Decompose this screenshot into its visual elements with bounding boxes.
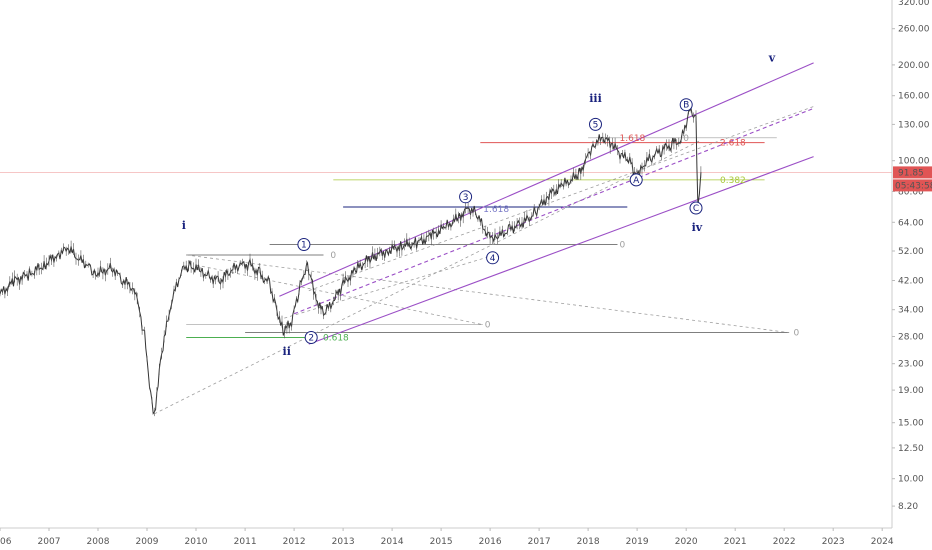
x-tick-label-14: 2020 (675, 537, 698, 547)
x-tick-label-18: 2024 (871, 537, 894, 547)
channel-line-2 (293, 107, 814, 315)
fib-label-2: 0.618 (323, 334, 349, 344)
fib-label-6: 0 (620, 241, 626, 251)
fib-label-8: 0 (485, 321, 491, 331)
countdown-tag (893, 179, 932, 192)
wave-circle-label-C: C (693, 204, 699, 214)
y-tick-label-5: 100.00 (898, 157, 930, 167)
wave-circle-4 (486, 251, 500, 265)
fib-label-4: 1.618 (620, 134, 646, 144)
wave-circle-label-A: A (633, 176, 640, 186)
y-tick-label-6: 80.00 (898, 188, 924, 198)
wave-circle-label-2: 2 (308, 334, 314, 344)
fibonacci-levels (0, 106, 892, 415)
price-tag (893, 166, 932, 179)
wave-circle-2 (304, 331, 318, 344)
wave-labels: iiiiiiivv12345ABC2.6180.3820.6181.6181.6… (182, 52, 800, 359)
y-tick-label-3: 160.00 (898, 92, 930, 102)
y-tick-label-0: 320.00 (898, 0, 930, 8)
y-tick-label-7: 64.00 (898, 218, 924, 228)
wave-label-i: i (182, 219, 186, 232)
price-series (0, 104, 702, 417)
x-tick-label-7: 2013 (332, 537, 355, 547)
wave-circle-label-3: 3 (463, 193, 469, 203)
x-tick-label-8: 2014 (381, 537, 404, 547)
y-tick-label-10: 34.00 (898, 306, 924, 316)
x-tick-label-12: 2018 (577, 537, 600, 547)
wave-circle-C (689, 201, 703, 215)
y-tick-label-1: 260.00 (898, 25, 930, 35)
x-tick-label-1: 2007 (38, 537, 61, 547)
x-tick-label-13: 2019 (626, 537, 649, 547)
y-tick-label-2: 200.00 (898, 61, 930, 71)
fib-label-7: 0 (330, 251, 336, 261)
y-tick-label-13: 19.00 (898, 386, 924, 396)
x-tick-label-4: 2010 (185, 537, 208, 547)
price-line (0, 106, 702, 415)
x-tick-label-16: 2022 (773, 537, 796, 547)
x-tick-label-15: 2021 (724, 537, 747, 547)
wave-label-v: v (768, 52, 776, 65)
y-tick-label-12: 23.00 (898, 360, 924, 370)
trend-channel (279, 62, 814, 345)
countdown-tag-label: 05:43:58 (895, 181, 932, 191)
fib-label-0: 2.618 (720, 139, 746, 149)
channel-line-1 (308, 156, 814, 345)
x-tick-label-17: 2023 (822, 537, 845, 547)
y-tick-label-14: 15.00 (898, 419, 924, 429)
wave-circle-1 (297, 238, 311, 251)
y-tick-label-17: 8.20 (898, 502, 918, 512)
wave-circle-3 (459, 190, 473, 204)
fib-label-3: 1.618 (483, 205, 509, 215)
y-tick-label-9: 42.00 (898, 277, 924, 287)
x-tick-label-5: 2011 (234, 537, 257, 547)
wave-label-iii: iii (589, 92, 602, 105)
projection-dashed-line-4 (284, 256, 491, 319)
wave-circle-label-1: 1 (301, 241, 307, 251)
price-bars (0, 104, 702, 417)
wave-circle-B (679, 98, 693, 112)
fib-label-9: 0 (794, 329, 800, 339)
y-tick-label-15: 12.50 (898, 444, 924, 454)
projection-dashed-line-2 (195, 264, 483, 326)
projection-dashed-line-3 (308, 106, 814, 292)
fib-label-1: 0.382 (720, 176, 746, 186)
y-tick-label-11: 28.00 (898, 333, 924, 343)
x-tick-label-6: 2012 (283, 537, 306, 547)
x-tick-label-10: 2016 (479, 537, 502, 547)
projection-dashed-line-1 (186, 254, 790, 333)
x-tick-label-2: 2008 (87, 537, 110, 547)
wave-label-ii: ii (283, 345, 291, 358)
x-tick-label-3: 2009 (136, 537, 159, 547)
wave-circle-5 (589, 117, 602, 131)
y-tick-label-16: 10.00 (898, 475, 924, 485)
x-tick-label-9: 2015 (430, 537, 453, 547)
wave-circle-label-4: 4 (490, 254, 496, 264)
y-tick-label-8: 52.00 (898, 247, 924, 257)
y-tick-label-4: 130.00 (898, 120, 930, 130)
projection-dashed-line-0 (154, 139, 702, 415)
wave-label-iv: iv (692, 221, 703, 234)
price-tag-label: 91.85 (898, 168, 924, 178)
wave-circle-label-5: 5 (593, 120, 599, 130)
x-tick-label-11: 2017 (528, 537, 551, 547)
x-tick-label-0: 06 (0, 537, 12, 547)
fib-label-5: 0 (683, 134, 689, 144)
wave-circle-label-B: B (683, 101, 689, 111)
wave-circle-A (629, 173, 643, 187)
